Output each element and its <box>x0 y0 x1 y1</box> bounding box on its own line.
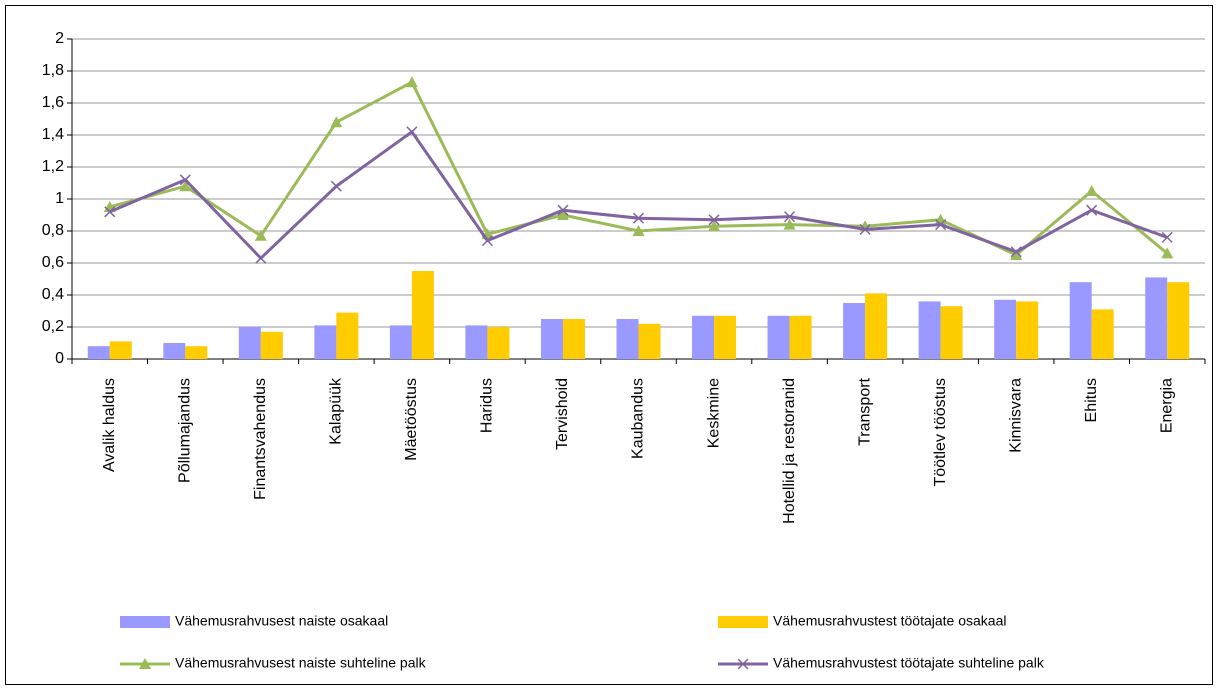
bar <box>692 315 715 359</box>
bar <box>87 346 110 359</box>
x-tick-label: Kinnisvara <box>1007 378 1024 453</box>
bar <box>185 346 208 359</box>
legend-marker <box>139 658 151 669</box>
bar <box>465 325 488 359</box>
line-marker <box>556 209 569 220</box>
line-marker <box>481 235 493 247</box>
x-tick-label: Kaubandus <box>630 378 647 459</box>
line-marker <box>255 252 267 264</box>
y-tick-label: 1 <box>55 190 64 207</box>
line-marker <box>1161 247 1174 259</box>
line-marker <box>557 204 569 216</box>
x-tick-label: Energia <box>1158 378 1175 433</box>
bar <box>994 299 1017 359</box>
bar <box>1016 301 1039 359</box>
legend-label: Vähemusrahvusest naiste suhteline palk <box>175 655 427 671</box>
legend-swatch <box>120 616 170 628</box>
legend-label: Vähemusrahvustest töötajate suhteline pa… <box>773 655 1045 671</box>
line-marker <box>783 218 796 230</box>
x-tick-label: Finantsvahendus <box>252 378 269 500</box>
bar <box>843 303 866 359</box>
y-tick-label: 2 <box>55 30 64 47</box>
x-tick-label: Kalapüük <box>328 377 345 445</box>
x-tick-label: Keskmine <box>705 378 722 448</box>
bar <box>918 301 941 359</box>
x-tick-label: Töötlev tööstus <box>932 378 949 487</box>
bar <box>163 343 186 359</box>
x-tick-label: Tervishoid <box>554 378 571 450</box>
bar <box>389 325 412 359</box>
line-marker <box>632 212 645 224</box>
bar <box>562 319 585 359</box>
y-tick-label: 0,2 <box>42 318 64 335</box>
legend-marker <box>737 658 749 670</box>
line-marker <box>179 174 191 186</box>
line-marker <box>1161 231 1173 243</box>
line-marker <box>708 220 721 232</box>
line-marker <box>1010 246 1022 258</box>
x-tick-label: Hotellid ja restoranid <box>781 378 798 524</box>
x-tick-label: Transport <box>856 377 873 445</box>
line-marker <box>1086 204 1098 216</box>
bar <box>1091 309 1114 359</box>
bar <box>1167 282 1190 359</box>
bar <box>336 312 359 359</box>
line-marker <box>254 229 267 241</box>
line-marker <box>708 214 720 226</box>
legend-label: Vähemusrahvusest naiste osakaal <box>175 613 388 629</box>
y-tick-label: 1,2 <box>42 158 64 175</box>
bar <box>487 327 510 359</box>
line-marker <box>859 223 871 235</box>
line-marker <box>179 180 192 192</box>
legend-label: Vähemusrahvustest töötajate osakaal <box>773 613 1006 629</box>
y-tick-label: 0,8 <box>42 222 64 239</box>
bar <box>238 327 261 359</box>
line-marker <box>104 206 116 218</box>
y-tick-label: 1,8 <box>42 62 64 79</box>
line-marker <box>632 225 645 236</box>
y-tick-label: 0,4 <box>42 286 64 303</box>
line-marker <box>1010 249 1023 260</box>
x-tick-label: Avalik haldus <box>101 378 118 472</box>
line-marker <box>406 126 418 138</box>
x-tick-label: Haridus <box>479 378 496 433</box>
bar <box>540 319 563 359</box>
line-marker <box>935 219 947 231</box>
line-marker <box>330 180 342 192</box>
bar <box>789 315 812 359</box>
x-tick-label: Ehitus <box>1083 378 1100 422</box>
x-tick-label: Põllumajandus <box>177 378 194 483</box>
bar <box>1145 277 1168 359</box>
y-tick-label: 1,6 <box>42 94 64 111</box>
bar <box>940 306 963 359</box>
bar <box>714 315 737 359</box>
bar <box>865 293 888 359</box>
y-tick-label: 0 <box>55 350 64 367</box>
bar <box>109 341 132 359</box>
bar <box>1069 282 1092 359</box>
line-marker <box>1085 185 1098 196</box>
bar <box>260 331 283 359</box>
y-tick-label: 0,6 <box>42 254 64 271</box>
bar <box>616 319 639 359</box>
bar <box>767 315 790 359</box>
bar <box>314 325 337 359</box>
line-marker <box>405 76 418 88</box>
line-marker <box>330 116 343 128</box>
legend-swatch <box>718 616 768 628</box>
line-marker <box>784 211 796 223</box>
x-tick-label: Mäetööstus <box>403 378 420 461</box>
y-tick-label: 1,4 <box>42 126 64 143</box>
bar <box>638 323 661 359</box>
bar <box>411 271 434 359</box>
